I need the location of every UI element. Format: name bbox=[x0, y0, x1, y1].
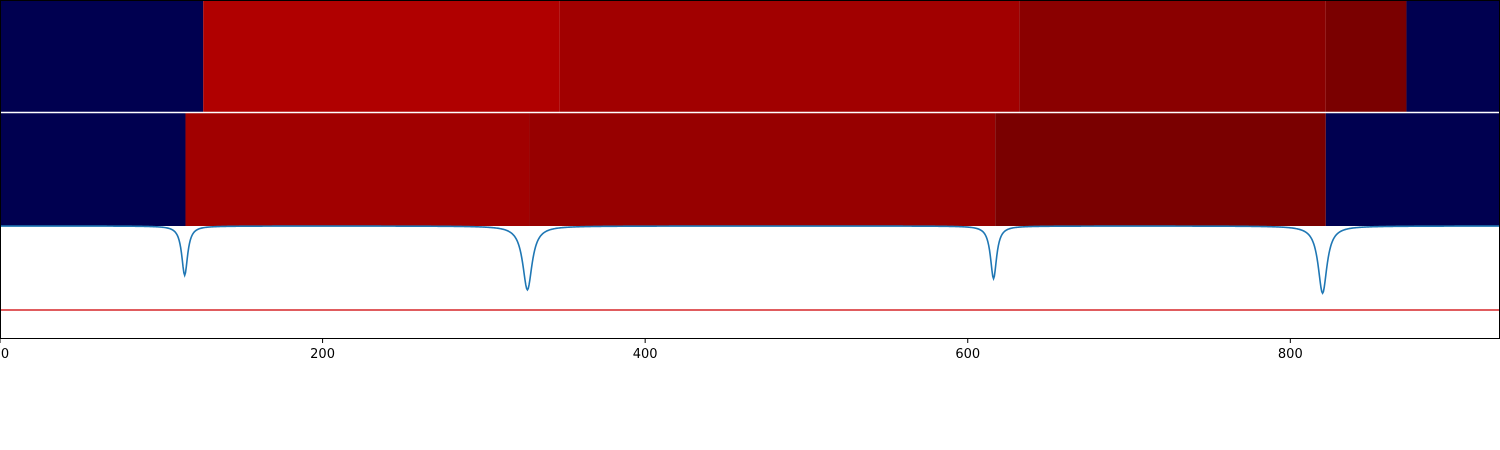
heatmap-cell-row1-seg1 bbox=[185, 112, 530, 226]
heatmap-cell-row1-seg0 bbox=[0, 112, 186, 226]
series-line bbox=[0, 225, 1500, 295]
x-tick-label-400: 400 bbox=[633, 347, 658, 362]
x-tick-label-0: 0 bbox=[1, 347, 9, 362]
x-tick-label-800: 800 bbox=[1278, 347, 1303, 362]
x-tick-label-200: 200 bbox=[310, 347, 335, 362]
x-axis: 0 200 400 600 800 bbox=[0, 338, 1303, 362]
line-panel bbox=[0, 226, 1500, 338]
heatmap-cell-row0-seg3 bbox=[1019, 0, 1326, 113]
heatmap-cell-row1-seg4 bbox=[1325, 112, 1500, 226]
x-tick-label-600: 600 bbox=[955, 347, 980, 362]
heatmap-cell-row1-seg3 bbox=[995, 112, 1326, 226]
heatmap-cell-row0-seg0 bbox=[0, 0, 204, 113]
heatmap-cell-row0-seg5 bbox=[1406, 0, 1500, 113]
heatmap-rows bbox=[0, 0, 1500, 226]
heatmap-cell-row1-seg2 bbox=[529, 112, 996, 226]
heatmap-cell-row0-seg2 bbox=[559, 0, 1020, 113]
line-layer bbox=[0, 225, 1500, 311]
heatmap-cell-row0-seg1 bbox=[203, 0, 560, 113]
heatmap-cell-row0-seg4 bbox=[1325, 0, 1407, 113]
